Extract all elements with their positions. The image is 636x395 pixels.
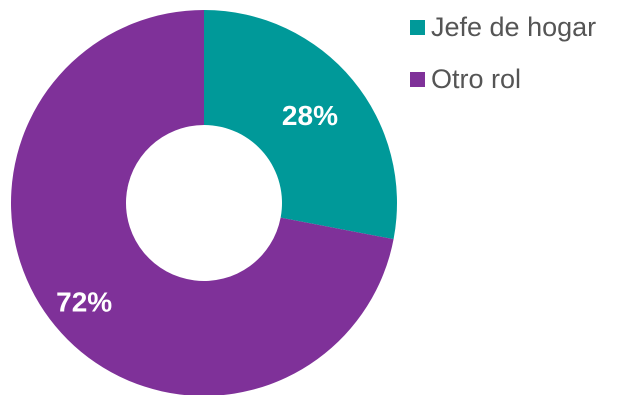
legend-item-otro-rol: Otro rol <box>410 60 596 98</box>
donut-slice-jefe-de-hogar <box>204 10 397 240</box>
slice-label-jefe-de-hogar: 28% <box>282 100 338 131</box>
legend-label-otro-rol: Otro rol <box>431 63 522 94</box>
legend-swatch-jefe-de-hogar <box>410 19 425 35</box>
legend-label-jefe-de-hogar: Jefe de hogar <box>431 11 597 42</box>
donut-chart: 28% 72% <box>11 10 397 395</box>
legend-swatch-otro-rol <box>410 71 425 87</box>
chart-legend: Jefe de hogar Otro rol <box>410 8 596 112</box>
legend-item-jefe-de-hogar: Jefe de hogar <box>410 8 596 46</box>
donut-slice-otro-rol <box>11 10 394 395</box>
slice-label-otro-rol: 72% <box>56 287 112 318</box>
